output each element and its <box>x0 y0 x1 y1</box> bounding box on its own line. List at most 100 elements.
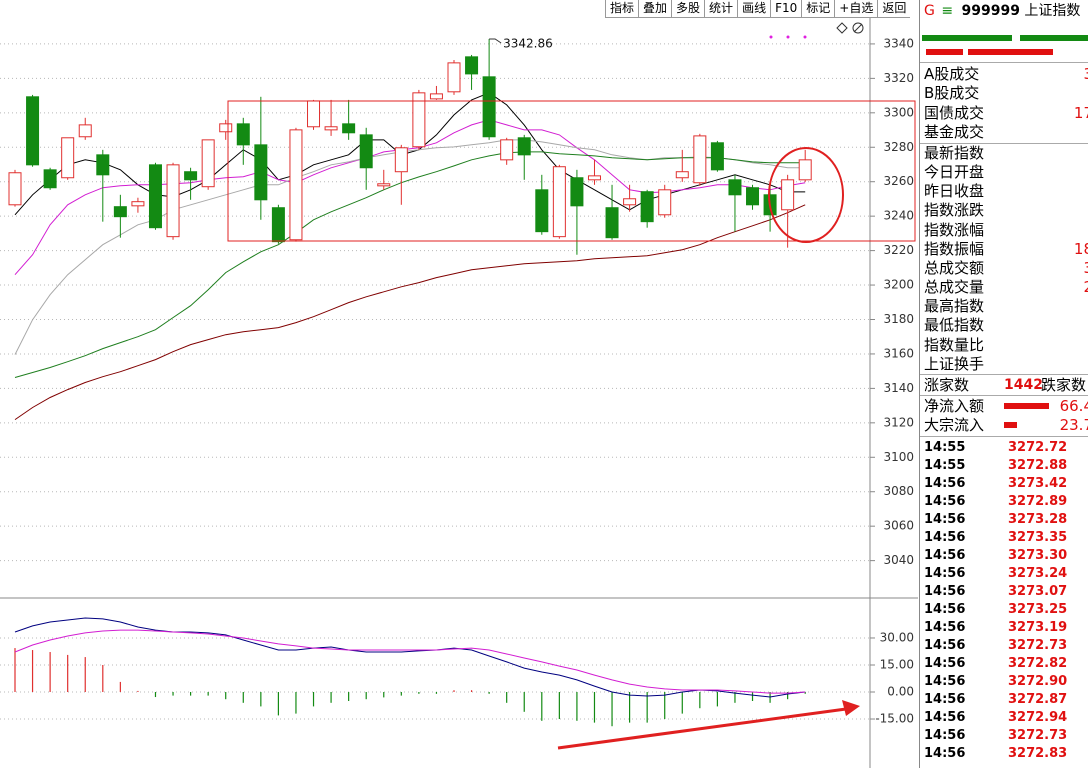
candle-body <box>746 187 760 206</box>
tick-row: 14:56 3273.42 <box>924 475 1088 493</box>
stat-label: 国债成交 <box>924 103 985 122</box>
ma-line <box>14 92 806 216</box>
stat-label: 指数振幅 <box>924 239 985 258</box>
y-tick-label: 3300 <box>883 105 914 119</box>
side-panel: G ≡ 999999 上证指数 涨家数 1442 跌家数 A股成交 3 B股成交国债… <box>919 0 1088 768</box>
flow-row: 大宗流入 23.7 <box>924 416 1088 435</box>
candle-body <box>236 123 250 146</box>
stat-row: 指数涨幅 <box>924 221 1088 240</box>
candle-body <box>377 183 391 187</box>
flow-bar <box>1004 403 1049 409</box>
separator <box>920 436 1088 437</box>
toolbar-button[interactable]: 标记 <box>801 0 835 18</box>
y-tick-label: 3140 <box>883 381 914 395</box>
candle-body <box>26 96 40 166</box>
y-tick-label: 3220 <box>883 243 914 257</box>
candle-body <box>219 123 233 133</box>
candle-body <box>710 142 724 171</box>
tick-price: 3272.88 <box>1008 458 1068 473</box>
candle-body <box>429 93 443 100</box>
stat-row: 总成交量 2 <box>924 278 1088 297</box>
tick-row: 14:56 3273.24 <box>924 565 1088 583</box>
tick-price: 3272.94 <box>1008 710 1068 725</box>
marks: 3040 3060 3080 3100 3120 3140 3160 3180 3200 3220… <box>0 36 914 727</box>
up-count: 1442 <box>1004 377 1043 393</box>
down-label: 跌家数 <box>1041 376 1087 394</box>
separator <box>920 395 1088 396</box>
tick-row: 14:56 3273.19 <box>924 619 1088 637</box>
icon-circle[interactable] <box>852 22 864 34</box>
candle-body <box>43 169 57 189</box>
toolbar-button[interactable]: 指标 <box>605 0 639 18</box>
separator <box>920 374 1088 375</box>
stat-value: 3 <box>1083 65 1088 84</box>
candle-body <box>359 134 373 169</box>
toolbar-button[interactable]: 返回 <box>877 0 911 18</box>
flow-value: 23.7 <box>1059 416 1088 434</box>
candle-body <box>517 137 531 156</box>
highlight-circle <box>768 147 844 243</box>
y-tick-label: 3060 <box>883 519 914 533</box>
code: 999999 <box>961 3 1020 19</box>
candle-body <box>482 76 496 138</box>
separator <box>920 143 1088 144</box>
toolbar-button[interactable]: 多股 <box>671 0 705 18</box>
candle-body <box>693 135 707 184</box>
candle-body <box>61 137 75 179</box>
stat-value: 3 <box>1083 259 1088 278</box>
icon-diamond[interactable] <box>836 22 848 34</box>
tick-time: 14:56 <box>924 746 966 761</box>
candle-body <box>289 129 303 241</box>
toolbar-button[interactable]: +自选 <box>834 0 878 18</box>
menu-icon[interactable]: ≡ <box>941 3 954 19</box>
icon-slash <box>853 23 863 33</box>
y-tick-label: 3340 <box>883 36 914 50</box>
stat-label: A股成交 <box>924 65 980 83</box>
stat-label: 最高指数 <box>924 297 985 316</box>
stat-row: 昨日收盘 <box>924 182 1088 201</box>
toolbar-button[interactable]: 画线 <box>737 0 771 18</box>
tick-price: 3273.30 <box>1008 548 1068 563</box>
y-tick-label: 15.00 <box>880 657 914 671</box>
stat-value: 2 <box>1083 278 1088 297</box>
tick-price: 3273.42 <box>1008 476 1068 491</box>
high-label: 3342.86 <box>503 36 553 50</box>
tick-price: 3273.25 <box>1008 602 1068 617</box>
stat-row: 最新指数 <box>924 144 1088 163</box>
tick-time: 14:56 <box>924 512 966 527</box>
stat-row: A股成交 3 <box>924 65 1088 84</box>
tick-row: 14:56 3272.73 <box>924 637 1088 655</box>
tick-time: 14:55 <box>924 458 966 473</box>
candle-body <box>500 139 514 161</box>
tick-time: 14:55 <box>924 440 966 455</box>
tick-time: 14:56 <box>924 548 966 563</box>
y-tick-label: 3100 <box>883 450 914 464</box>
candle-body <box>675 171 689 179</box>
candle-body <box>184 171 198 181</box>
candle-body <box>254 144 268 201</box>
tick-row: 14:56 3272.89 <box>924 493 1088 511</box>
toolbar-button[interactable]: 叠加 <box>638 0 672 18</box>
y-tick-label: 3080 <box>883 484 914 498</box>
stat-label: 指数涨幅 <box>924 220 985 239</box>
tick-time: 14:56 <box>924 728 966 743</box>
stat-label: 指数涨跌 <box>924 201 985 220</box>
y-tick-label: 3120 <box>883 415 914 429</box>
tick-row: 14:56 3273.25 <box>924 601 1088 619</box>
tick-row: 14:56 3272.82 <box>924 655 1088 673</box>
toolbar-button[interactable]: 统计 <box>704 0 738 18</box>
toolbar-button[interactable]: F10 <box>770 0 802 18</box>
tick-price: 3273.24 <box>1008 566 1068 581</box>
tick-time: 14:56 <box>924 638 966 653</box>
arrow-shaft <box>557 707 847 750</box>
tick-time: 14:56 <box>924 674 966 689</box>
stat-value: 17 <box>1073 103 1088 122</box>
stat-row: 今日开盘 <box>924 163 1088 182</box>
tick-time: 14:56 <box>924 566 966 581</box>
panel-header: G ≡ 999999 上证指数 <box>924 2 1080 20</box>
tick-price: 3272.90 <box>1008 674 1068 689</box>
candle-body <box>535 189 549 233</box>
y-tick-label: 3320 <box>883 71 914 85</box>
stat-label: 最新指数 <box>924 144 985 162</box>
tick-time: 14:56 <box>924 584 966 599</box>
